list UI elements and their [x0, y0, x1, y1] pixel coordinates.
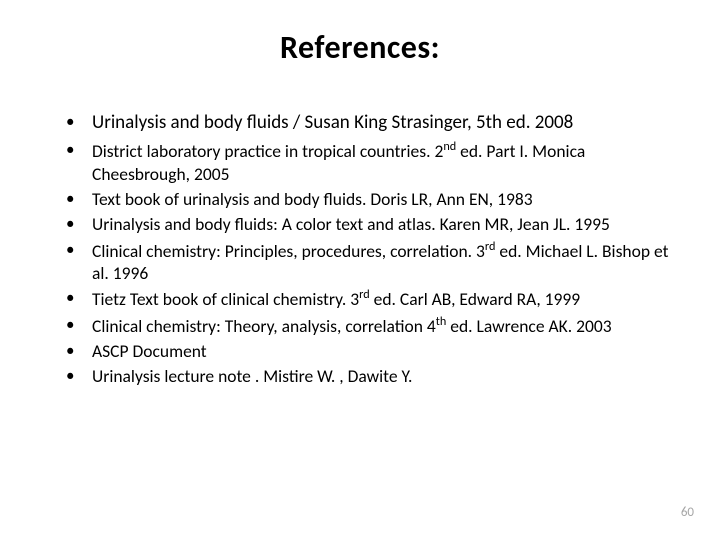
list-item: Clinical chemistry: Theory, analysis, co…: [66, 314, 672, 337]
list-item: Urinalysis and body fluids / Susan King …: [66, 111, 672, 135]
references-list: Urinalysis and body fluids / Susan King …: [48, 111, 672, 388]
list-item: Clinical chemistry: Principles, procedur…: [66, 239, 672, 285]
list-item: Tietz Text book of clinical chemistry. 3…: [66, 287, 672, 310]
slide: References: Urinalysis and body fluids /…: [0, 0, 720, 540]
list-item: Urinalysis lecture note . Mistire W. , D…: [66, 365, 672, 387]
list-item: District laboratory practice in tropical…: [66, 139, 672, 185]
page-title: References:: [48, 28, 672, 67]
page-number: 60: [681, 505, 694, 520]
list-item: ASCP Document: [66, 340, 672, 362]
list-item: Urinalysis and body fluids: A color text…: [66, 213, 672, 235]
list-item: Text book of urinalysis and body fluids.…: [66, 188, 672, 210]
